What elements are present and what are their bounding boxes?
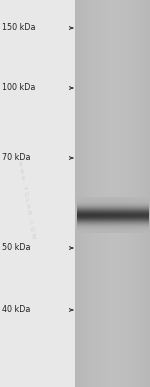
Text: 40 kDa: 40 kDa	[2, 305, 30, 315]
Text: 70 kDa: 70 kDa	[2, 154, 30, 163]
Text: 100 kDa: 100 kDa	[2, 84, 35, 92]
Text: 150 kDa: 150 kDa	[2, 24, 36, 33]
Text: w w w . T G L A B . C O M: w w w . T G L A B . C O M	[17, 161, 35, 239]
Text: 50 kDa: 50 kDa	[2, 243, 30, 252]
